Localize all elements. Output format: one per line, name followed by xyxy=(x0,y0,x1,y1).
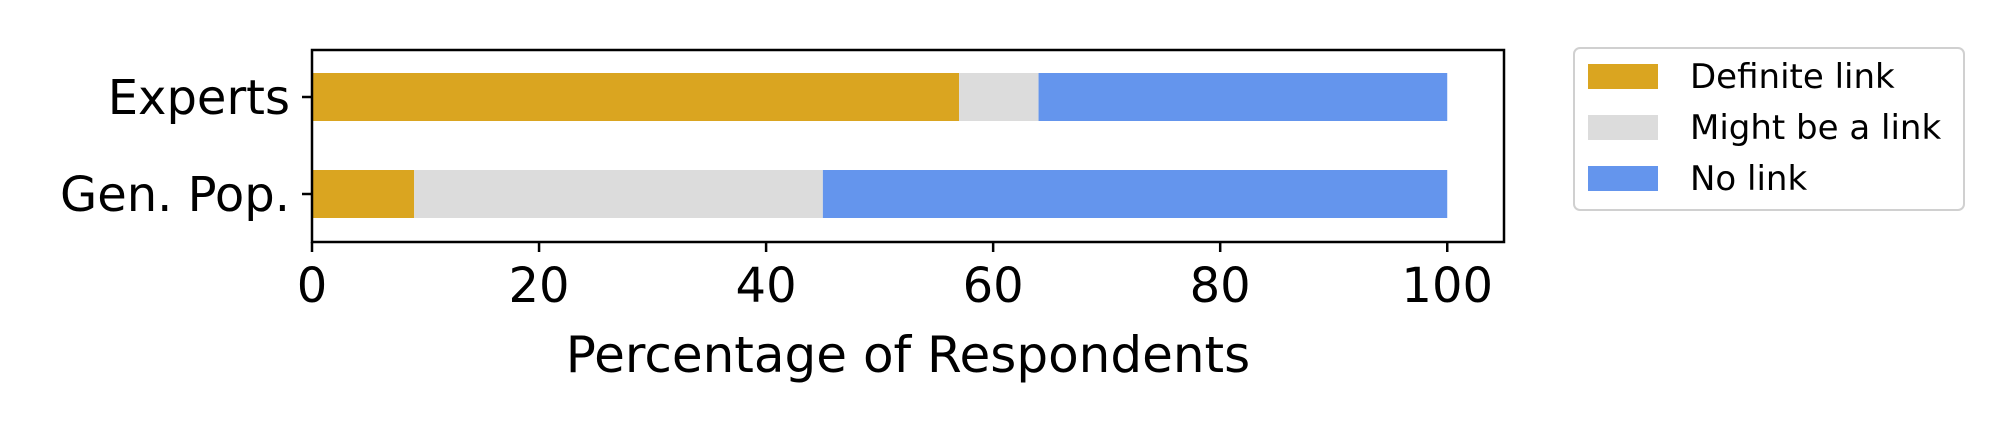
bars-group xyxy=(312,73,1448,218)
x-tick-label-5: 100 xyxy=(1401,258,1493,314)
legend-label-2: No link xyxy=(1690,159,1807,199)
y-tick-label-1: Gen. Pop. xyxy=(60,167,290,223)
legend-label-0: Definite link xyxy=(1690,57,1895,97)
x-axis: 0 20 40 60 80 100 xyxy=(297,242,1493,314)
x-tick-label-4: 80 xyxy=(1190,258,1251,314)
legend: Definite link Might be a link No link xyxy=(1573,47,1965,211)
bar-0-0 xyxy=(312,73,960,121)
bar-1-0 xyxy=(312,170,415,218)
legend-label-1: Might be a link xyxy=(1690,108,1941,148)
legend-swatch-0 xyxy=(1588,64,1658,89)
legend-swatch-1 xyxy=(1588,115,1658,140)
legend-frame xyxy=(1573,47,1965,211)
x-tick-label-1: 20 xyxy=(509,258,570,314)
legend-swatch-2 xyxy=(1588,166,1658,191)
x-tick-label-2: 40 xyxy=(736,258,797,314)
x-tick-label-3: 60 xyxy=(963,258,1024,314)
bar-0-2 xyxy=(1038,73,1448,121)
y-axis: Experts Gen. Pop. xyxy=(60,70,312,223)
x-axis-title: Percentage of Respondents xyxy=(566,326,1250,384)
x-tick-label-0: 0 xyxy=(297,258,328,314)
bar-0-1 xyxy=(959,73,1039,121)
plot-frame xyxy=(310,48,1506,244)
bar-1-2 xyxy=(822,170,1448,218)
bar-1-1 xyxy=(414,170,823,218)
y-tick-label-0: Experts xyxy=(108,70,290,126)
